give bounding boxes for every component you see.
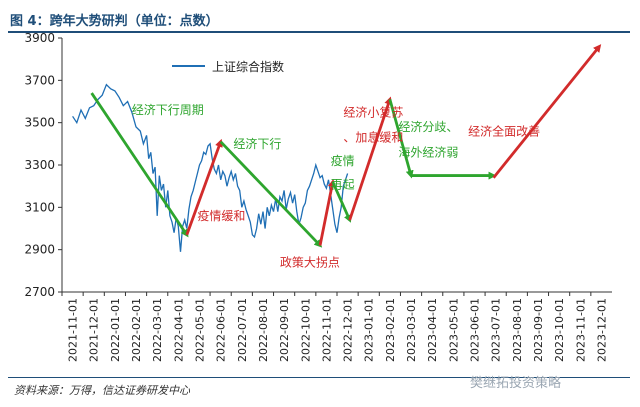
- annotation-label: 再起: [331, 177, 355, 191]
- x-tick-label: 2022-11-01: [320, 298, 333, 362]
- x-tick-label: 2023-10-01: [553, 298, 566, 362]
- trend-arrow-red: [185, 138, 223, 236]
- x-tick-label: 2022-06-01: [215, 298, 228, 362]
- legend-label: 上证综合指数: [212, 59, 284, 74]
- x-tick-label: 2023-02-01: [384, 298, 397, 362]
- annotation-label: 经济下行: [233, 136, 281, 151]
- trend-arrow-green: [331, 181, 352, 223]
- x-tick-label: 2022-05-01: [194, 298, 207, 362]
- bottom-rule: [8, 377, 630, 378]
- x-tick-label: 2023-03-01: [405, 298, 418, 362]
- trend-arrow-green: [219, 140, 323, 248]
- x-tick-label: 2023-06-01: [469, 298, 482, 362]
- watermark: 樊继拓投资策略: [470, 376, 562, 391]
- x-tick-label: 2021-11-01: [67, 298, 80, 362]
- chart-title: 图 4：跨年大势研判（单位：点数）: [10, 14, 219, 29]
- annotation-label: 经济小复苏: [343, 104, 403, 119]
- y-tick-label: 2700: [24, 285, 55, 299]
- x-tick-label: 2022-10-01: [299, 298, 312, 362]
- trend-arrow-green: [90, 92, 189, 238]
- annotation-label: 疫情缓和: [197, 208, 245, 223]
- x-tick-label: 2022-03-01: [151, 298, 164, 362]
- annotation-label: 政策大拐点: [280, 255, 340, 270]
- y-tick-label: 3700: [24, 73, 55, 87]
- trend-arrow-green: [388, 99, 414, 179]
- y-tick-label: 2900: [24, 243, 55, 257]
- trend-arrow-red: [318, 178, 336, 246]
- y-tick-label: 3100: [24, 200, 55, 214]
- x-tick-label: 2022-04-01: [172, 298, 185, 362]
- y-tick-label: 3500: [24, 116, 55, 130]
- x-tick-label: 2023-04-01: [426, 298, 439, 362]
- x-tick-label: 2022-09-01: [278, 298, 291, 362]
- series-line-shanghai-composite: [72, 83, 349, 252]
- x-tick-label: 2023-01-01: [363, 298, 376, 362]
- plot-frame: 2700 2900 3100 3300 3500 3700 3900 2021-11-01 20…: [24, 31, 612, 362]
- y-tick-label: 3900: [24, 31, 55, 45]
- source-note: 资料来源：万得，信达证券研发中心: [14, 384, 190, 397]
- x-tick-label: 2022-02-01: [130, 298, 143, 362]
- title-rule: [8, 31, 630, 33]
- x-tick-label: 2022-12-01: [342, 298, 355, 362]
- x-tick-label: 2023-07-01: [490, 298, 503, 362]
- trend-arrow-red: [348, 96, 393, 221]
- series-layer: 上证综合指数: [72, 59, 349, 252]
- arrow-layer: [90, 44, 602, 248]
- x-tick-label: 2022-08-01: [257, 298, 270, 362]
- annotation-label: 经济分歧、: [398, 119, 458, 134]
- x-tick-label: 2022-01-01: [109, 298, 122, 362]
- annotation-label: 经济全面改善: [468, 123, 540, 138]
- x-tick-label: 2023-09-01: [532, 298, 545, 362]
- y-tick-label: 3300: [24, 158, 55, 172]
- x-tick-label: 2022-07-01: [236, 298, 249, 362]
- annotation-label: 、加息缓和: [343, 130, 403, 145]
- annotation-label: 海外经济弱: [398, 145, 458, 160]
- x-tick-label: 2023-05-01: [447, 298, 460, 362]
- x-tick-label: 2023-12-01: [595, 298, 608, 362]
- trend-arrow-red: [492, 44, 602, 179]
- x-tick-label: 2021-12-01: [88, 298, 101, 362]
- annotation-label: 疫情: [331, 153, 355, 168]
- annotation-label: 经济下行周期: [132, 102, 204, 117]
- x-tick-label: 2023-08-01: [511, 298, 524, 362]
- x-tick-label: 2023-11-01: [574, 298, 587, 362]
